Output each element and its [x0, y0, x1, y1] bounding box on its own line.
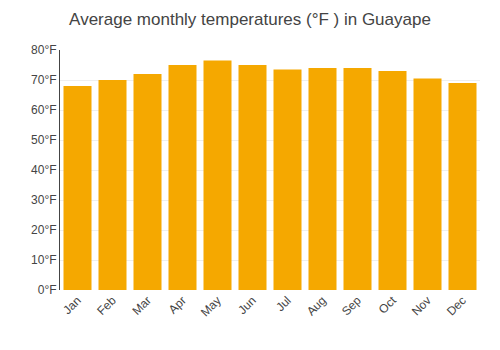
svg-text:Average monthly temperatures (: Average monthly temperatures (°F ) in Gu…	[69, 10, 431, 29]
svg-text:Sep: Sep	[339, 293, 364, 318]
svg-text:10°F: 10°F	[31, 253, 56, 267]
svg-text:Dec: Dec	[444, 293, 469, 318]
svg-text:70°F: 70°F	[31, 73, 56, 87]
svg-text:May: May	[198, 293, 224, 319]
svg-text:Jul: Jul	[273, 293, 294, 314]
svg-text:Oct: Oct	[376, 293, 400, 317]
svg-text:Apr: Apr	[166, 293, 189, 316]
svg-text:30°F: 30°F	[31, 193, 56, 207]
svg-text:0°F: 0°F	[38, 283, 57, 297]
svg-text:20°F: 20°F	[31, 223, 56, 237]
svg-text:50°F: 50°F	[31, 133, 56, 147]
svg-text:40°F: 40°F	[31, 163, 56, 177]
svg-text:Jan: Jan	[60, 293, 84, 317]
svg-text:Jun: Jun	[235, 293, 259, 317]
svg-text:60°F: 60°F	[31, 103, 56, 117]
svg-text:80°F: 80°F	[31, 43, 56, 57]
svg-text:Aug: Aug	[304, 293, 329, 318]
svg-text:Feb: Feb	[94, 293, 119, 318]
svg-text:Nov: Nov	[409, 293, 434, 318]
svg-text:Mar: Mar	[129, 293, 154, 318]
